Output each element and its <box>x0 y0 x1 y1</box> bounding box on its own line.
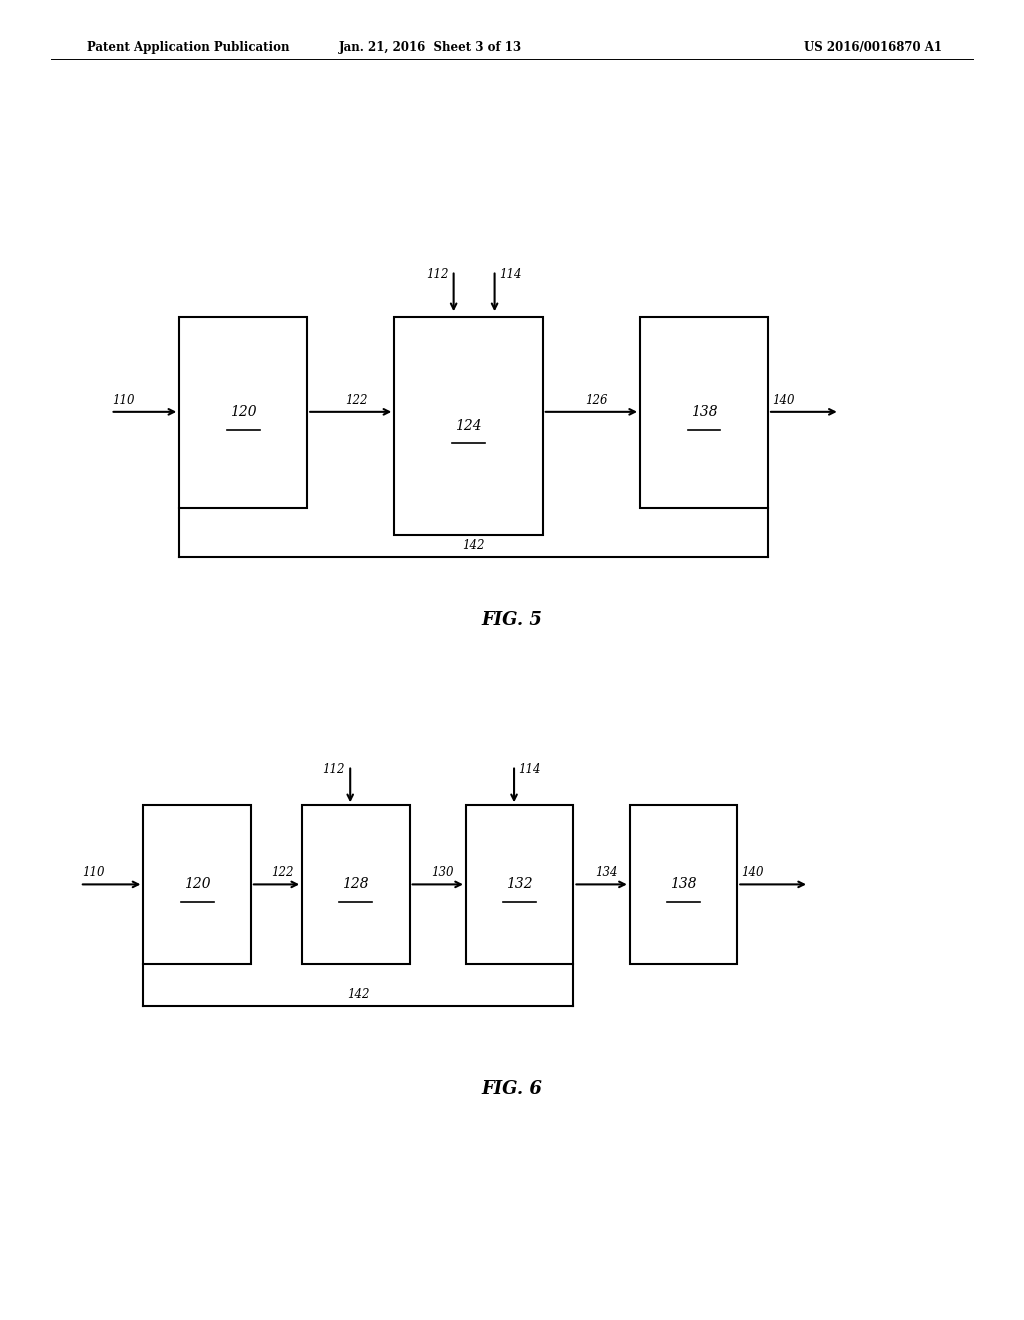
Text: 140: 140 <box>741 866 764 879</box>
Text: 112: 112 <box>323 763 345 776</box>
Text: US 2016/0016870 A1: US 2016/0016870 A1 <box>804 41 942 54</box>
Bar <box>394 317 543 535</box>
Text: 126: 126 <box>586 393 607 407</box>
Text: 128: 128 <box>342 878 370 891</box>
Text: 138: 138 <box>690 405 718 420</box>
Bar <box>179 317 307 508</box>
Text: FIG. 6: FIG. 6 <box>481 1080 543 1098</box>
Text: 112: 112 <box>426 268 449 281</box>
Text: 120: 120 <box>183 878 211 891</box>
Bar <box>143 805 251 964</box>
Text: 138: 138 <box>670 878 697 891</box>
Text: 142: 142 <box>463 539 484 552</box>
Text: 140: 140 <box>772 393 795 407</box>
Text: 114: 114 <box>518 763 541 776</box>
Text: 124: 124 <box>455 418 482 433</box>
Text: FIG. 5: FIG. 5 <box>481 611 543 630</box>
Text: 122: 122 <box>271 866 294 879</box>
Bar <box>630 805 737 964</box>
Text: 114: 114 <box>499 268 521 281</box>
Text: Jan. 21, 2016  Sheet 3 of 13: Jan. 21, 2016 Sheet 3 of 13 <box>339 41 521 54</box>
Text: 142: 142 <box>347 987 370 1001</box>
Text: 122: 122 <box>346 393 368 407</box>
Text: 130: 130 <box>432 866 454 879</box>
Bar <box>640 317 768 508</box>
Text: 120: 120 <box>229 405 257 420</box>
Bar <box>466 805 573 964</box>
Text: 110: 110 <box>82 866 104 879</box>
Text: Patent Application Publication: Patent Application Publication <box>87 41 290 54</box>
Text: 134: 134 <box>596 866 617 879</box>
Text: 132: 132 <box>506 878 534 891</box>
Bar <box>302 805 410 964</box>
Text: 110: 110 <box>113 393 135 407</box>
